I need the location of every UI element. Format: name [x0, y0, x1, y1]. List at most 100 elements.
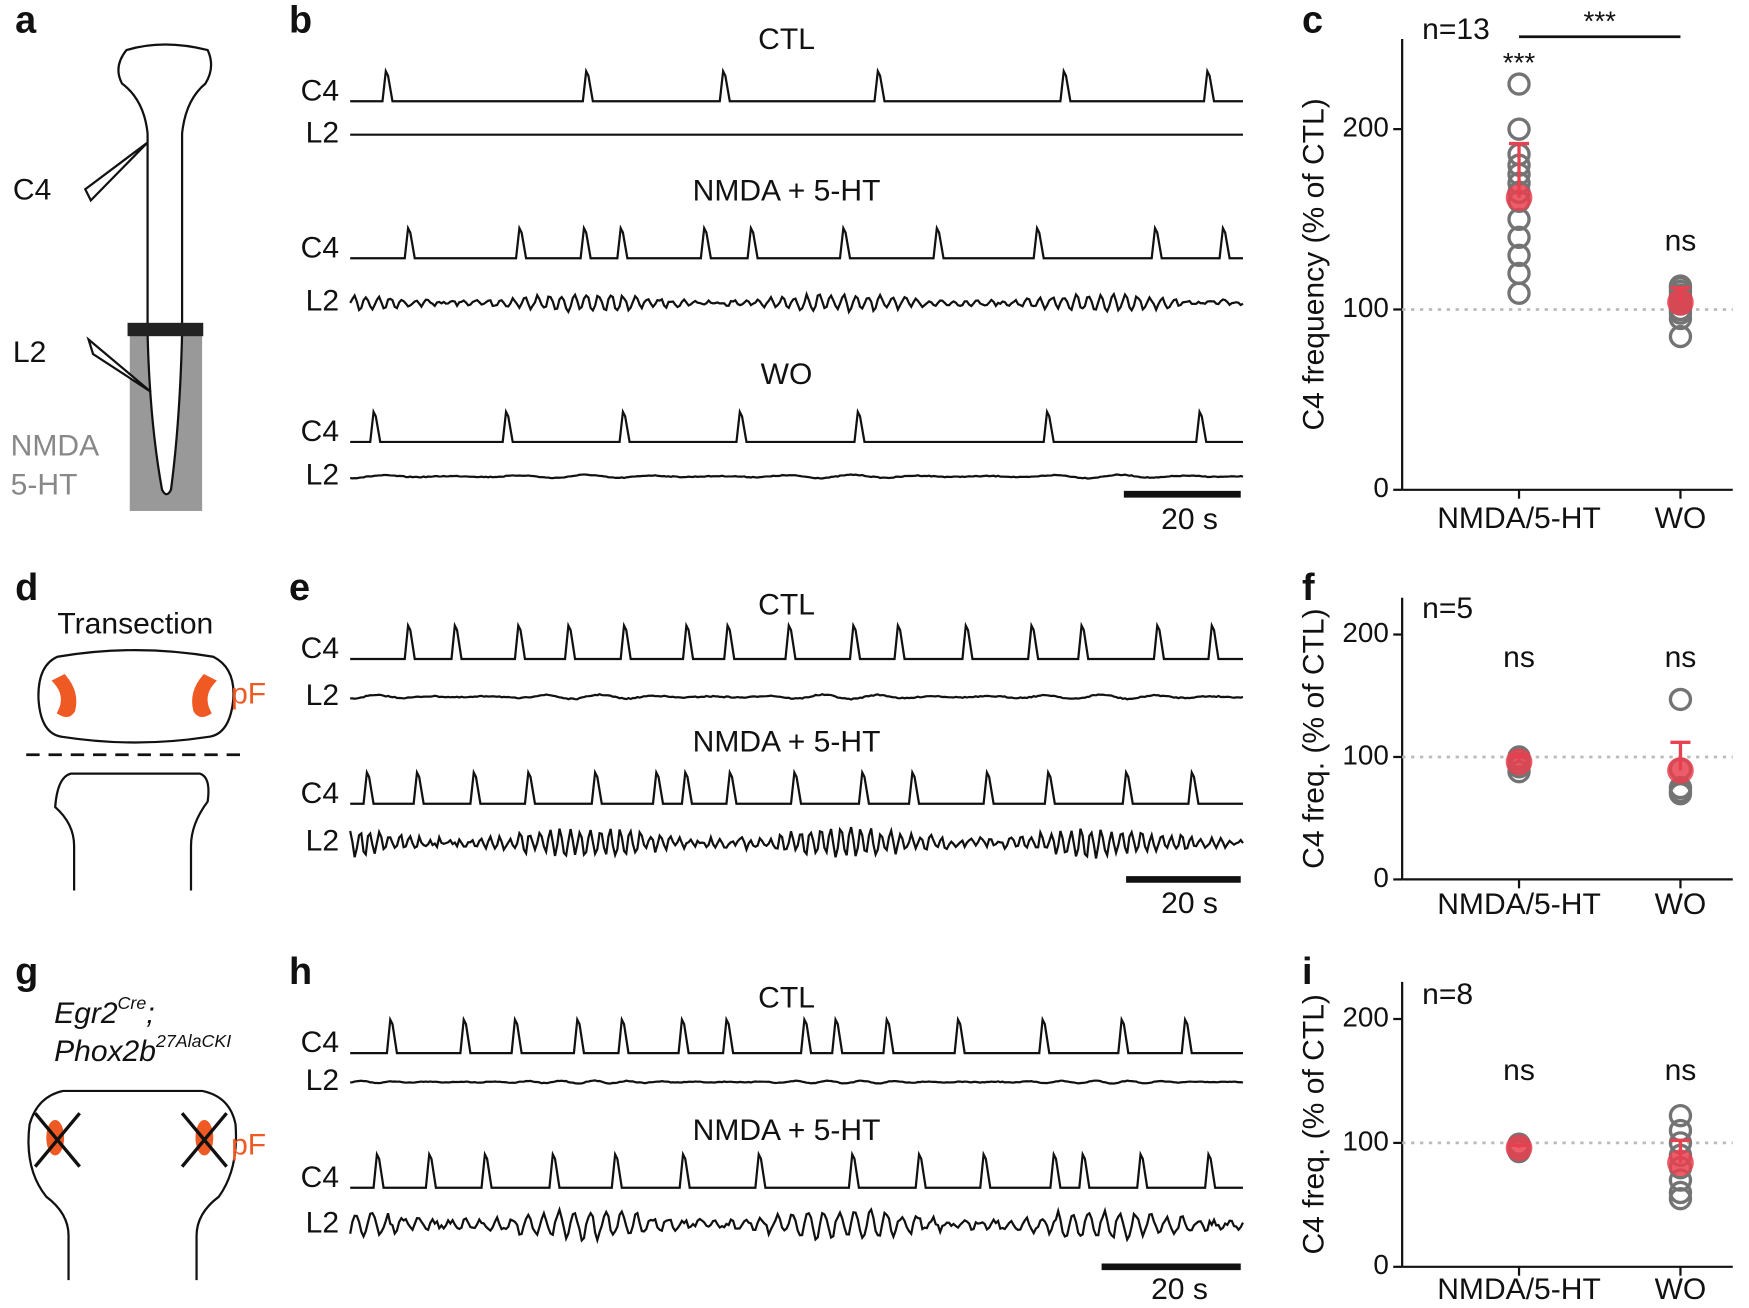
l2-trace	[349, 1205, 1244, 1245]
y-tick-label: 200	[1342, 1001, 1388, 1032]
text: Phox2b	[54, 1035, 156, 1068]
channel-label: C4	[301, 415, 339, 448]
scale-bar-label: 20 s	[1161, 887, 1218, 920]
y-tick-label: 100	[1342, 1125, 1388, 1156]
significance: ns	[1503, 641, 1535, 674]
label: pF	[231, 678, 266, 711]
channel-label: C4	[301, 632, 339, 665]
label: NMDA	[11, 429, 99, 462]
data-point	[1507, 281, 1531, 305]
superscript: Cre	[118, 993, 147, 1013]
label: 5-HT	[11, 468, 78, 501]
c4-trace	[350, 1150, 1243, 1189]
data-point	[1668, 324, 1693, 349]
genotype: Egr2Cre;	[54, 993, 155, 1030]
significance: ***	[1503, 47, 1536, 78]
x-tick-label: NMDA/5-HT	[1437, 1273, 1601, 1306]
x-tick-label: WO	[1655, 502, 1707, 535]
panel-letter: g	[15, 951, 38, 993]
x-tick-label: NMDA/5-HT	[1437, 888, 1601, 921]
label: L2	[13, 336, 46, 369]
condition-label: NMDA + 5-HT	[693, 175, 881, 208]
channel-label: C4	[301, 1161, 339, 1194]
l2-trace	[350, 1079, 1244, 1085]
data-point	[1507, 72, 1531, 96]
channel-label: C4	[301, 74, 339, 107]
y-axis-label: C4 freq. (% of CTL)	[1297, 994, 1330, 1254]
channel-label: L2	[306, 285, 339, 318]
comparison-label: ***	[1584, 6, 1617, 37]
data-point	[1668, 687, 1693, 712]
mean-point	[1667, 288, 1694, 316]
data-point	[1668, 1186, 1693, 1211]
electrode	[83, 141, 149, 203]
significance: ns	[1665, 1054, 1697, 1087]
data-point	[1668, 1180, 1693, 1205]
mean-point	[1667, 1149, 1694, 1177]
data-point	[1507, 225, 1531, 250]
mean-point	[1505, 1134, 1533, 1162]
panel-letter: e	[289, 567, 310, 609]
x-tick-label: NMDA/5-HT	[1437, 502, 1601, 535]
l2-trace	[350, 473, 1244, 480]
channel-label: C4	[301, 1026, 339, 1059]
panel-letter: a	[15, 0, 37, 41]
y-axis-label: C4 frequency (% of CTL)	[1297, 98, 1330, 430]
x-tick-label: WO	[1655, 888, 1707, 921]
scale-bar-label: 20 s	[1151, 1273, 1208, 1306]
pf-region	[192, 674, 217, 717]
l2-trace	[349, 826, 1244, 860]
data-point	[1507, 243, 1531, 268]
panel-letter: i	[1302, 951, 1313, 993]
c4-trace	[350, 768, 1243, 805]
panel-letter: d	[15, 567, 38, 609]
significance: ns	[1503, 1054, 1535, 1087]
channel-label: L2	[306, 1206, 339, 1239]
channel-label: L2	[306, 825, 339, 858]
condition-label: NMDA + 5-HT	[693, 726, 881, 759]
electrode	[86, 336, 152, 393]
mean-point	[1667, 757, 1694, 784]
text: Egr2	[54, 997, 118, 1030]
mean-point	[1505, 748, 1533, 776]
significance: ns	[1665, 641, 1697, 674]
condition-label: CTL	[758, 23, 815, 56]
c4-trace	[350, 621, 1243, 661]
panel-letter: c	[1302, 0, 1323, 41]
scale-bar-label: 20 s	[1161, 503, 1218, 536]
text: ;	[146, 997, 154, 1030]
label: C4	[13, 173, 51, 206]
brainstem	[37, 649, 235, 744]
panel-letter: h	[289, 951, 312, 993]
condition-label: NMDA + 5-HT	[693, 1114, 881, 1147]
condition-label: CTL	[758, 589, 815, 622]
significance: ns	[1665, 225, 1697, 258]
l2-trace	[349, 290, 1244, 315]
pf-region	[51, 674, 77, 717]
panel-letter: b	[289, 0, 312, 41]
y-tick-label: 0	[1373, 1249, 1388, 1280]
n-label: n=13	[1422, 13, 1490, 46]
superscript: 27AlaCKI	[155, 1031, 231, 1051]
y-tick-label: 0	[1373, 472, 1388, 503]
y-tick-label: 100	[1342, 739, 1388, 770]
c4-trace	[350, 408, 1243, 444]
label: Transection	[57, 608, 213, 641]
label: pF	[231, 1129, 266, 1162]
condition-label: WO	[761, 358, 813, 391]
channel-label: L2	[306, 679, 339, 712]
spinal-cord	[54, 772, 210, 891]
l2-trace	[350, 692, 1244, 701]
y-tick-label: 200	[1342, 111, 1388, 142]
y-tick-label: 100	[1342, 292, 1388, 323]
partition	[127, 322, 204, 337]
y-tick-label: 0	[1373, 862, 1388, 893]
channel-label: L2	[306, 458, 339, 491]
n-label: n=8	[1422, 978, 1473, 1011]
channel-label: C4	[301, 231, 339, 264]
c4-trace	[350, 1015, 1243, 1055]
c4-trace	[350, 67, 1243, 103]
genotype: Phox2b27AlaCKI	[54, 1031, 231, 1068]
